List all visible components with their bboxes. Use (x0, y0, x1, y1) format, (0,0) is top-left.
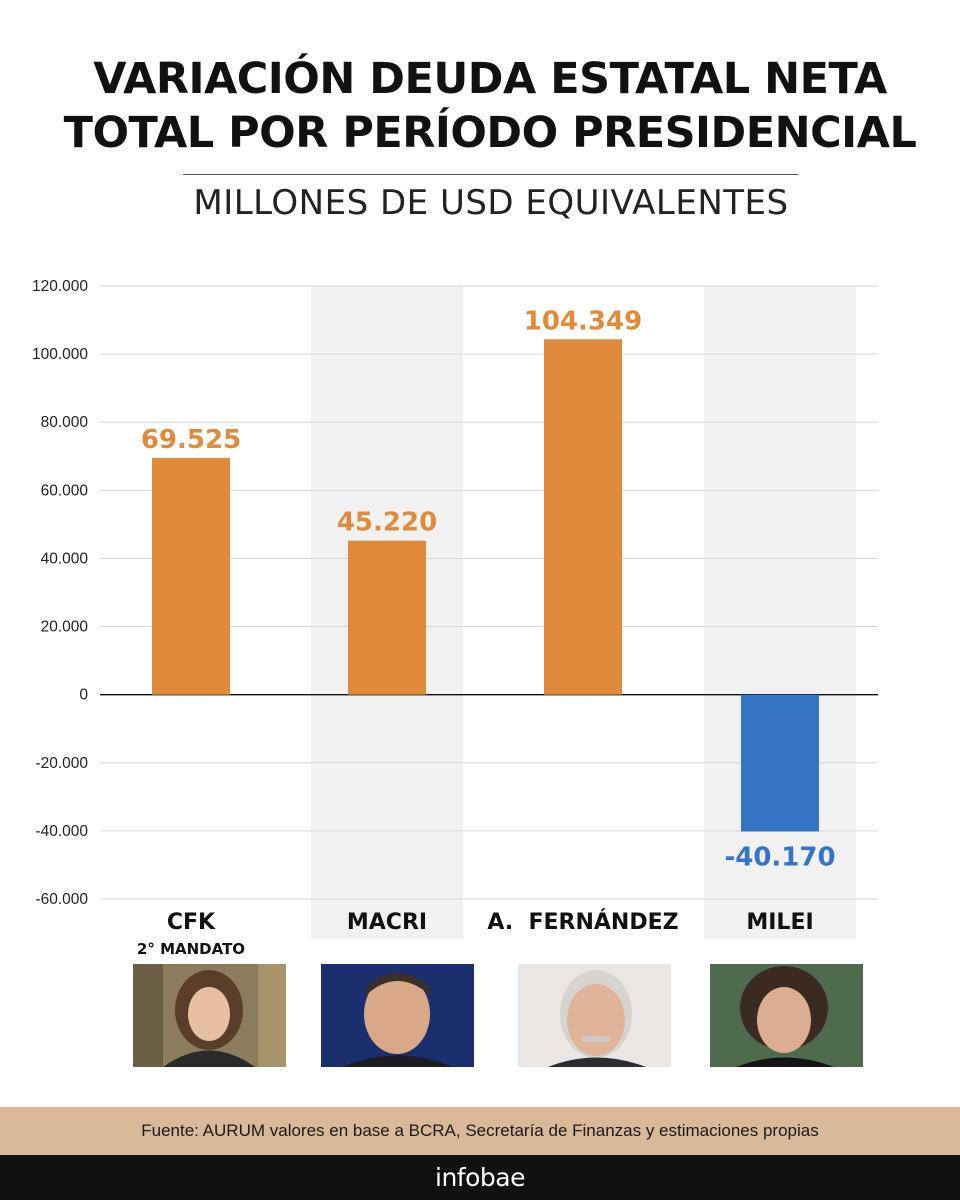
portrait-fernandez-icon (518, 964, 671, 1067)
y-tick-label: -60.000 (35, 891, 88, 908)
category-band (704, 286, 856, 939)
portrait-milei-icon (710, 964, 863, 1067)
portrait-macri-icon (321, 964, 474, 1067)
y-tick-label: 60.000 (41, 482, 89, 499)
y-tick-label: 80.000 (41, 414, 89, 431)
portrait-milei (710, 964, 863, 1067)
y-tick-label: 40.000 (41, 550, 89, 567)
chart-title-line-2: TOTAL POR PERÍODO PRESIDENCIAL (63, 108, 917, 158)
bar (544, 339, 622, 695)
category-label: CFK (167, 910, 216, 935)
chart-subtitle: MILLONES DE USD EQUIVALENTES (193, 183, 789, 223)
y-tick-label: -20.000 (35, 755, 88, 772)
bar-chart: 120.000 100.000 80.000 60.000 40.000 20.000 0 -… (32, 278, 878, 958)
chart-title-line-1: VARIACIÓN DEUDA ESTATAL NETA (93, 54, 887, 104)
bar (152, 457, 230, 695)
bar-value-label: 45.220 (337, 508, 437, 538)
bar-value-label: 69.525 (141, 425, 241, 455)
y-tick-label: 100.000 (32, 346, 88, 363)
category-label: MACRI (347, 910, 427, 935)
bar-value-label: -40.170 (724, 842, 835, 872)
category-label: MILEI (746, 910, 813, 935)
chart-title: VARIACIÓN DEUDA ESTATAL NETA TOTAL POR P… (0, 52, 960, 160)
bar (741, 694, 819, 832)
y-tick-label: 20.000 (41, 619, 89, 636)
bar-value-label: 104.349 (524, 306, 642, 336)
y-tick-label: 0 (79, 687, 88, 704)
footer-bar: infobae (0, 1155, 960, 1200)
source-text: Fuente: AURUM valores en base a BCRA, Se… (141, 1121, 819, 1140)
portrait-cfk (133, 964, 286, 1067)
portrait-fernandez (518, 964, 671, 1067)
portrait-cfk-icon (133, 964, 286, 1067)
brand-logo: infobae (435, 1163, 525, 1192)
bar (348, 540, 426, 695)
category-sublabel: 2° MANDATO (137, 940, 245, 958)
category-label: A. FERNÁNDEZ (487, 909, 678, 935)
y-tick-label: -40.000 (35, 823, 88, 840)
portrait-macri (321, 964, 474, 1067)
y-tick-label: 120.000 (32, 278, 88, 295)
title-divider (183, 174, 798, 175)
source-bar: Fuente: AURUM valores en base a BCRA, Se… (0, 1107, 960, 1155)
